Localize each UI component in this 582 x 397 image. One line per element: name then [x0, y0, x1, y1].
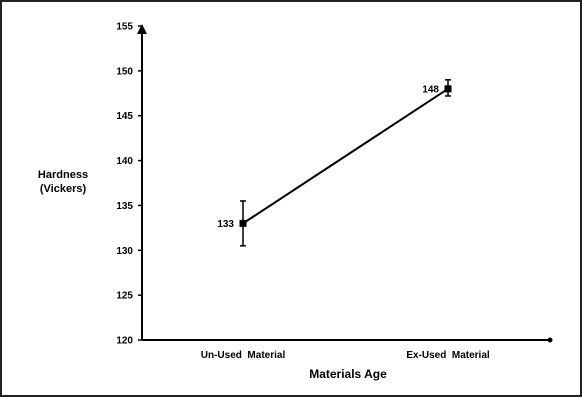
series: 133 148 — [217, 79, 452, 247]
x-tick-label: Ex-Used Material — [406, 350, 490, 361]
y-ticks: 120 125 130 135 140 145 150 155 — [116, 22, 142, 347]
y-axis-label-line-2: (Vickers) — [40, 183, 87, 195]
data-point-marker — [444, 85, 452, 93]
data-label: 148 — [422, 84, 439, 95]
x-tick-label: Un-Used Material — [201, 350, 286, 361]
axes — [137, 24, 553, 343]
series-line — [242, 87, 449, 225]
y-tick-label: 140 — [116, 156, 133, 167]
y-tick-label: 135 — [116, 201, 133, 212]
x-axis-end-dot — [547, 337, 553, 343]
y-axis-label-line-1: Hardness — [38, 169, 88, 181]
data-point-marker — [239, 219, 247, 227]
y-tick-label: 120 — [116, 336, 133, 347]
y-tick-label: 150 — [116, 66, 133, 77]
data-label: 133 — [217, 219, 234, 230]
x-ticks: Un-Used Material Ex-Used Material — [201, 350, 490, 361]
y-tick-label: 125 — [116, 291, 133, 302]
y-tick-label: 155 — [116, 22, 133, 33]
x-axis-label: Materials Age — [309, 367, 387, 381]
y-axis-arrow — [137, 24, 147, 34]
y-tick-label: 130 — [116, 246, 133, 257]
y-tick-label: 145 — [116, 111, 133, 122]
